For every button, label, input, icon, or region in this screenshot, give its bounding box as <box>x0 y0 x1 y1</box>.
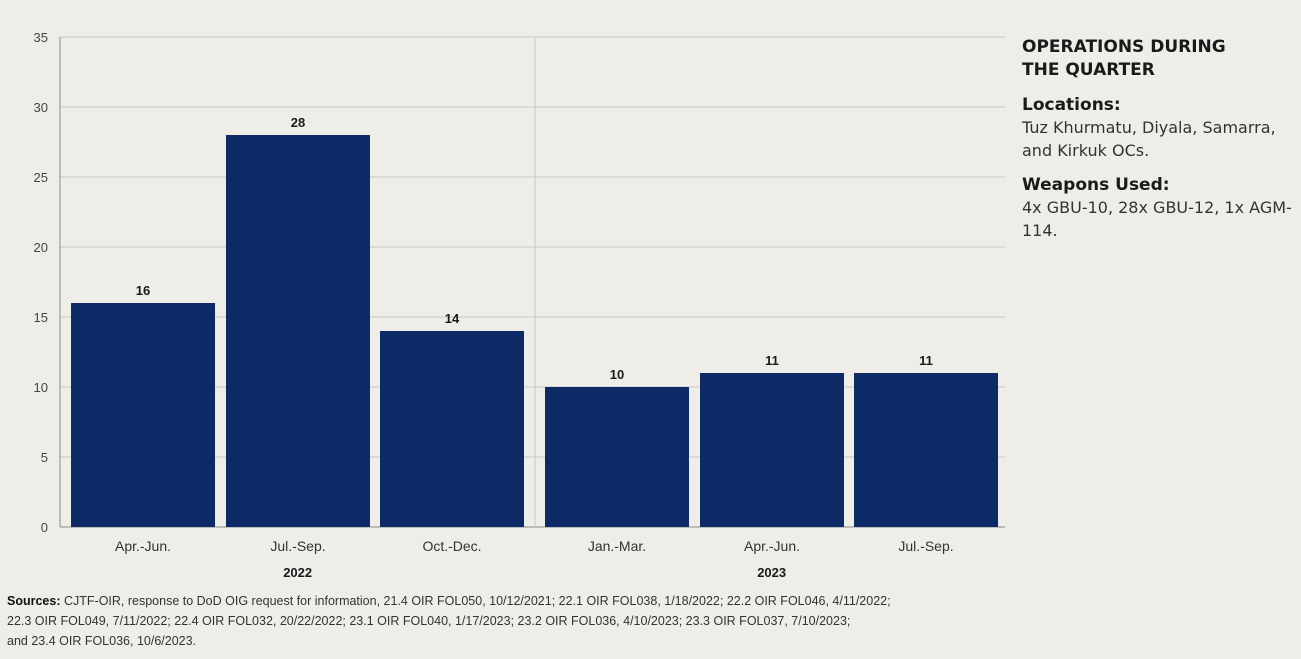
x-tick-label: Jul.-Sep. <box>898 538 953 554</box>
sources-line-1: Sources: CJTF-OIR, response to DoD OIG r… <box>7 591 1277 611</box>
bar-value-label: 28 <box>291 115 305 130</box>
bar-value-label: 11 <box>919 353 933 368</box>
x-tick-label: Oct.-Dec. <box>422 538 481 554</box>
bar-chart: 0 5 10 15 20 25 30 35 16 28 14 10 11 11 Apr.-Jun. Jul… <box>34 30 1005 580</box>
x-tick-label: Jan.-Mar. <box>588 538 646 554</box>
year-group-label: 2023 <box>757 565 786 580</box>
y-tick-label: 10 <box>34 380 48 395</box>
y-tick-label: 35 <box>34 30 48 45</box>
bar <box>226 135 370 527</box>
sidebar-title: OPERATIONS DURING THE QUARTER <box>1022 37 1226 80</box>
x-axis-ticks: Apr.-Jun. Jul.-Sep. Oct.-Dec. Jan.-Mar. Apr.… <box>115 538 954 554</box>
sources-line-1-text: CJTF-OIR, response to DoD OIG request fo… <box>63 594 891 608</box>
locations-heading: Locations: <box>1022 95 1121 115</box>
sources-line-3: and 23.4 OIR FOL036, 10/6/2023. <box>7 634 197 648</box>
bar <box>380 331 524 527</box>
data-labels: 16 28 14 10 11 11 <box>136 115 933 382</box>
operations-sidebar: OPERATIONS DURING THE QUARTER Locations:… <box>1022 36 1292 254</box>
y-tick-label: 20 <box>34 240 48 255</box>
bar-value-label: 10 <box>610 367 624 382</box>
y-axis-ticks: 0 5 10 15 20 25 30 35 <box>34 30 48 535</box>
y-tick-label: 25 <box>34 170 48 185</box>
year-group-label: 2022 <box>283 565 312 580</box>
bar <box>545 387 689 527</box>
bar <box>71 303 215 527</box>
x-tick-label: Apr.-Jun. <box>744 538 800 554</box>
sources-line-2: 22.3 OIR FOL049, 7/11/2022; 22.4 OIR FOL… <box>7 614 851 628</box>
x-tick-label: Apr.-Jun. <box>115 538 171 554</box>
bar-value-label: 16 <box>136 283 150 298</box>
weapons-text: 4x GBU-10, 28x GBU-12, 1x AGM-114. <box>1022 198 1292 240</box>
x-tick-label: Jul.-Sep. <box>270 538 325 554</box>
y-tick-label: 30 <box>34 100 48 115</box>
bar <box>700 373 844 527</box>
bar <box>854 373 998 527</box>
y-tick-label: 5 <box>41 450 48 465</box>
locations-text: Tuz Khurmatu, Diyala, Samarra, and Kirku… <box>1022 118 1276 160</box>
y-tick-label: 0 <box>41 520 48 535</box>
weapons-heading: Weapons Used: <box>1022 175 1170 195</box>
sources-label: Sources: <box>7 594 61 608</box>
sources-note: Sources: CJTF-OIR, response to DoD OIG r… <box>7 591 1277 651</box>
bar-value-label: 11 <box>765 353 779 368</box>
grid-lines <box>59 36 1005 528</box>
bars <box>71 135 998 527</box>
bar-value-label: 14 <box>445 311 460 326</box>
y-tick-label: 15 <box>34 310 48 325</box>
year-group-labels: 2022 2023 <box>283 565 786 580</box>
